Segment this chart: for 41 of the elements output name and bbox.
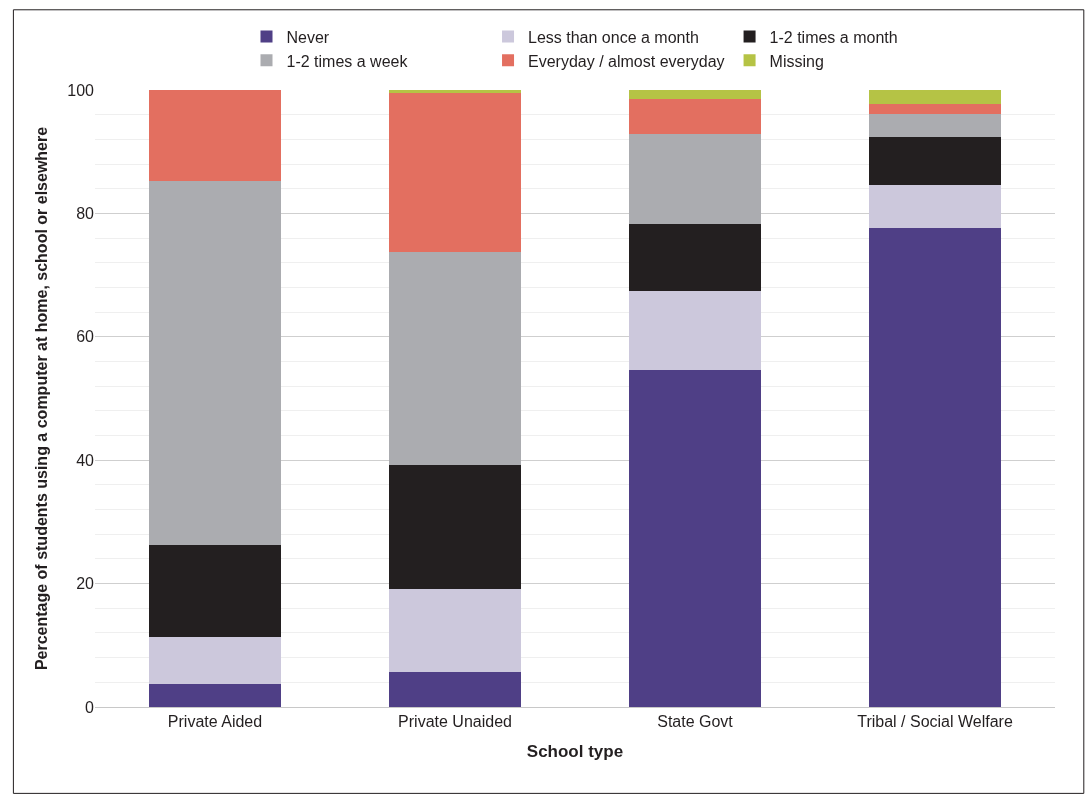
- x-tick-label: Private Aided: [167, 713, 263, 731]
- bar: [869, 103, 1001, 115]
- bar: [629, 90, 761, 99]
- x-tick-label: Private Unaided: [398, 713, 512, 731]
- bar: [389, 90, 521, 94]
- bar: [869, 185, 1001, 229]
- bar: [389, 588, 521, 673]
- bar: [389, 672, 521, 707]
- y-tick-label: 20: [76, 575, 95, 593]
- legend-label: Missing: [769, 52, 824, 70]
- y-tick-label: 100: [67, 81, 95, 99]
- bar: [629, 133, 761, 224]
- y-tick-label: 60: [76, 328, 95, 346]
- legend-label: Never: [286, 28, 330, 46]
- bar: [869, 114, 1001, 137]
- bar: [869, 228, 1001, 707]
- x-tick-label: Tribal / Social Welfare: [857, 713, 1013, 731]
- y-tick-label: 80: [76, 205, 95, 222]
- bar: [149, 180, 281, 545]
- bar: [149, 544, 281, 637]
- bar: [629, 290, 761, 370]
- bar: [149, 684, 281, 707]
- bar: [629, 98, 761, 134]
- y-axis-title: Percentage of students using a computer at home, school or elsewhere: [33, 126, 51, 671]
- y-tick-label: 40: [76, 451, 95, 469]
- bar: [629, 223, 761, 291]
- bar: [389, 465, 521, 589]
- bar: [629, 369, 761, 707]
- bar: [389, 252, 521, 466]
- bar: [389, 93, 521, 253]
- bar: [149, 90, 281, 181]
- legend-label: 1-2 times a month: [769, 28, 898, 46]
- x-axis-title: School type: [526, 741, 624, 761]
- bar: [869, 90, 1001, 104]
- bar: [149, 636, 281, 685]
- x-tick-label: State Govt: [657, 713, 734, 731]
- legend-label: Everyday / almost everyday: [528, 52, 725, 70]
- legend-label: 1-2 times a week: [286, 52, 409, 70]
- legend-label: Less than once a month: [528, 28, 699, 46]
- bar: [869, 136, 1001, 186]
- y-tick-label: 0: [85, 698, 95, 716]
